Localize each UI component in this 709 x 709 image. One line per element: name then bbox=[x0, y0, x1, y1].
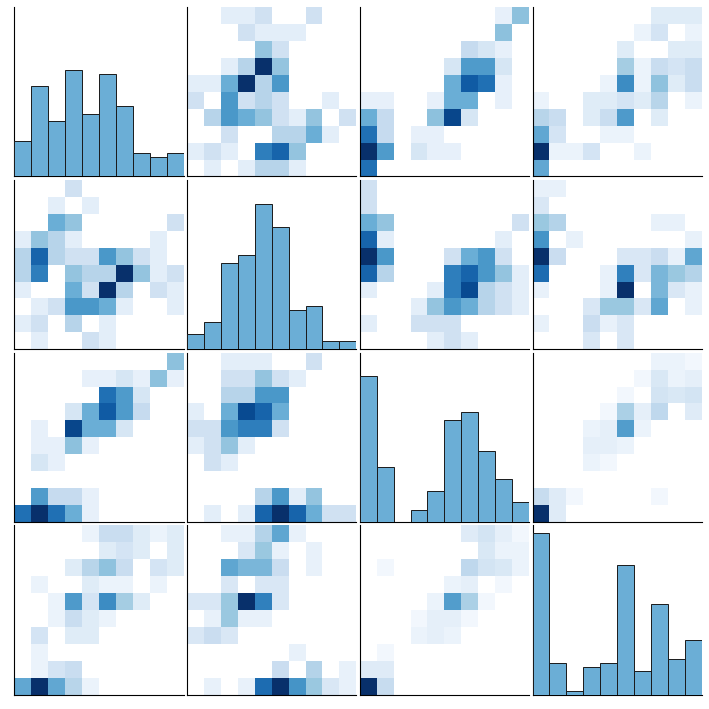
Bar bbox=[238, 255, 255, 350]
Bar bbox=[65, 70, 82, 177]
Bar bbox=[48, 121, 65, 177]
Bar bbox=[14, 141, 31, 177]
Bar bbox=[584, 667, 601, 695]
Bar bbox=[31, 86, 48, 177]
Bar bbox=[323, 342, 340, 350]
Bar bbox=[411, 510, 428, 522]
Bar bbox=[428, 491, 445, 522]
Bar bbox=[445, 420, 462, 522]
Bar bbox=[220, 263, 238, 350]
Bar bbox=[532, 533, 549, 695]
Bar bbox=[255, 203, 272, 350]
Bar bbox=[306, 306, 323, 350]
Bar bbox=[272, 228, 289, 350]
Bar bbox=[376, 467, 393, 522]
Bar bbox=[601, 664, 618, 695]
Bar bbox=[512, 503, 529, 522]
Bar bbox=[167, 153, 184, 177]
Bar bbox=[618, 565, 634, 695]
Bar bbox=[668, 659, 685, 695]
Bar bbox=[133, 153, 150, 177]
Bar bbox=[150, 157, 167, 177]
Bar bbox=[187, 333, 204, 350]
Bar bbox=[634, 671, 651, 695]
Bar bbox=[340, 342, 357, 350]
Bar bbox=[116, 106, 133, 177]
Bar bbox=[685, 640, 702, 695]
Bar bbox=[496, 479, 512, 522]
Bar bbox=[359, 376, 376, 522]
Bar bbox=[204, 322, 220, 350]
Bar bbox=[549, 664, 566, 695]
Bar bbox=[82, 113, 99, 177]
Bar bbox=[462, 412, 479, 522]
Bar bbox=[479, 451, 496, 522]
Bar bbox=[566, 691, 584, 695]
Bar bbox=[99, 74, 116, 177]
Bar bbox=[651, 604, 668, 695]
Bar bbox=[289, 310, 306, 350]
